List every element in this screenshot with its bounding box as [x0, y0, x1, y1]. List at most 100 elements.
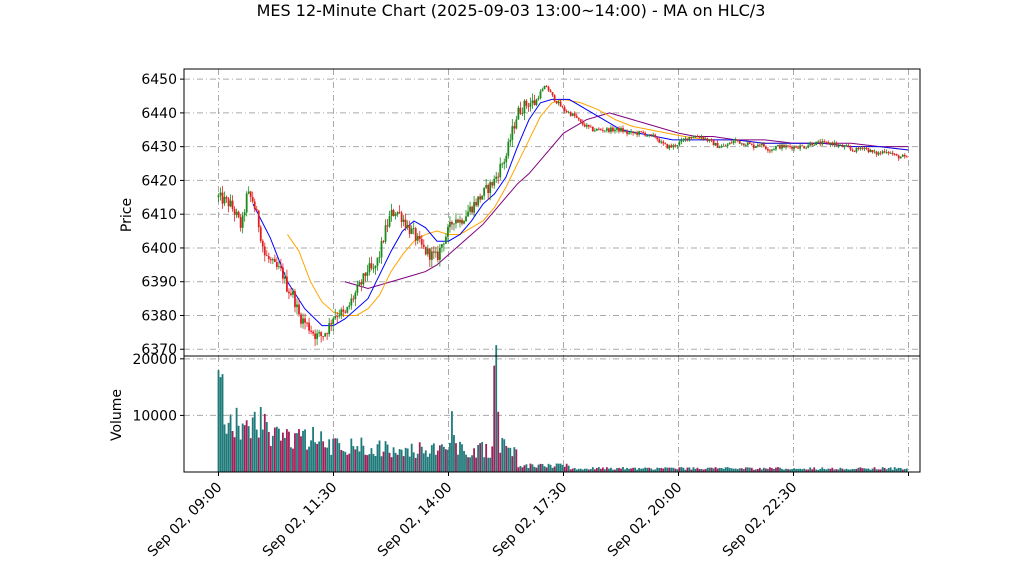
- volume-bar: [604, 469, 606, 472]
- volume-bar: [807, 469, 810, 472]
- volume-bar: [517, 467, 520, 472]
- candle-body: [350, 298, 353, 306]
- candle-body: [481, 195, 484, 200]
- volume-bar: [384, 441, 387, 472]
- candle-body: [386, 225, 389, 227]
- candle-body: [632, 131, 634, 134]
- volume-bar: [599, 468, 602, 472]
- volume-bar: [477, 444, 480, 472]
- candle-body: [396, 211, 399, 215]
- candle-body: [694, 136, 697, 138]
- candle-body: [835, 142, 838, 146]
- volume-bar: [859, 467, 862, 472]
- volume-bar: [591, 467, 594, 472]
- volume-bar: [440, 444, 443, 472]
- volume-bar: [545, 467, 548, 472]
- candle-body: [445, 236, 447, 244]
- candle-body: [736, 139, 739, 141]
- volume-bar: [360, 437, 363, 472]
- candle-body: [581, 121, 584, 125]
- volume-bar: [742, 469, 745, 472]
- volume-bar: [316, 443, 319, 472]
- candle-body: [523, 100, 526, 114]
- volume-bar: [535, 467, 538, 472]
- volume-bar: [296, 433, 298, 472]
- candle-body: [372, 268, 375, 269]
- volume-bar: [793, 468, 795, 472]
- volume-bar: [569, 469, 572, 472]
- candle-body: [610, 127, 612, 132]
- candle-body: [521, 113, 524, 114]
- candle-body: [843, 145, 846, 148]
- candle-body: [451, 221, 453, 225]
- candle-body: [555, 101, 558, 104]
- volume-bar: [889, 467, 892, 472]
- volume-bar: [312, 426, 314, 472]
- volume-bar: [241, 423, 244, 472]
- candle-body: [330, 323, 333, 325]
- candle-body: [575, 115, 578, 118]
- volume-bar: [706, 467, 709, 472]
- volume-bar: [428, 453, 431, 472]
- candle-body: [473, 202, 475, 213]
- candle-body: [519, 107, 522, 114]
- volume-bar: [704, 469, 707, 472]
- candle-body: [344, 311, 347, 313]
- volume-bar: [736, 469, 739, 472]
- candle-body: [217, 195, 220, 198]
- volume-bar: [873, 467, 876, 472]
- candle-body: [758, 144, 761, 146]
- x-tick-label: Sep 02, 22:30: [720, 480, 801, 561]
- volume-bar: [893, 467, 896, 472]
- candle-body: [430, 251, 433, 260]
- volume-bar: [614, 469, 616, 472]
- candle-body: [690, 136, 693, 138]
- volume-bar: [284, 437, 286, 472]
- candle-body: [541, 89, 544, 92]
- x-tick-label: Sep 02, 17:30: [490, 480, 571, 561]
- volume-bar: [219, 377, 222, 472]
- volume-bar: [795, 468, 797, 472]
- candle-body: [463, 221, 465, 224]
- volume-bar: [426, 456, 429, 472]
- volume-bar: [837, 469, 840, 472]
- volume-bar: [799, 468, 802, 472]
- candle-body: [871, 149, 874, 153]
- candle-body: [559, 101, 562, 107]
- volume-bar: [457, 454, 459, 472]
- candle-body: [662, 141, 665, 144]
- volume-axis-label: Volume: [109, 389, 125, 441]
- candle-body: [730, 142, 733, 144]
- volume-bar: [891, 469, 894, 472]
- candle-body: [793, 146, 795, 149]
- candle-body: [642, 132, 645, 133]
- volume-bar: [529, 463, 532, 472]
- candle-body: [857, 147, 860, 149]
- candle-body: [547, 86, 550, 91]
- volume-bar: [756, 469, 759, 472]
- candle-body: [825, 141, 828, 143]
- candle-body: [813, 145, 816, 146]
- volume-bar: [263, 413, 266, 472]
- volume-bar: [358, 451, 361, 472]
- candle-body: [531, 100, 534, 104]
- candle-body: [261, 240, 264, 247]
- volume-bar: [692, 467, 695, 472]
- candle-body: [579, 119, 582, 122]
- candle-body: [815, 141, 818, 146]
- candle-body: [855, 147, 858, 152]
- candle-body: [257, 210, 260, 228]
- candle-body: [754, 146, 757, 149]
- volume-bar: [702, 469, 705, 472]
- candle-body: [616, 127, 618, 130]
- volume-bar: [762, 467, 765, 472]
- volume-bar: [740, 468, 743, 472]
- candle-body: [539, 91, 542, 99]
- volume-bar: [505, 445, 508, 472]
- volume-bar: [386, 444, 389, 472]
- candle-body: [817, 141, 820, 143]
- volume-bar: [652, 469, 655, 472]
- volume-bar: [843, 469, 846, 472]
- candle-body: [318, 332, 321, 334]
